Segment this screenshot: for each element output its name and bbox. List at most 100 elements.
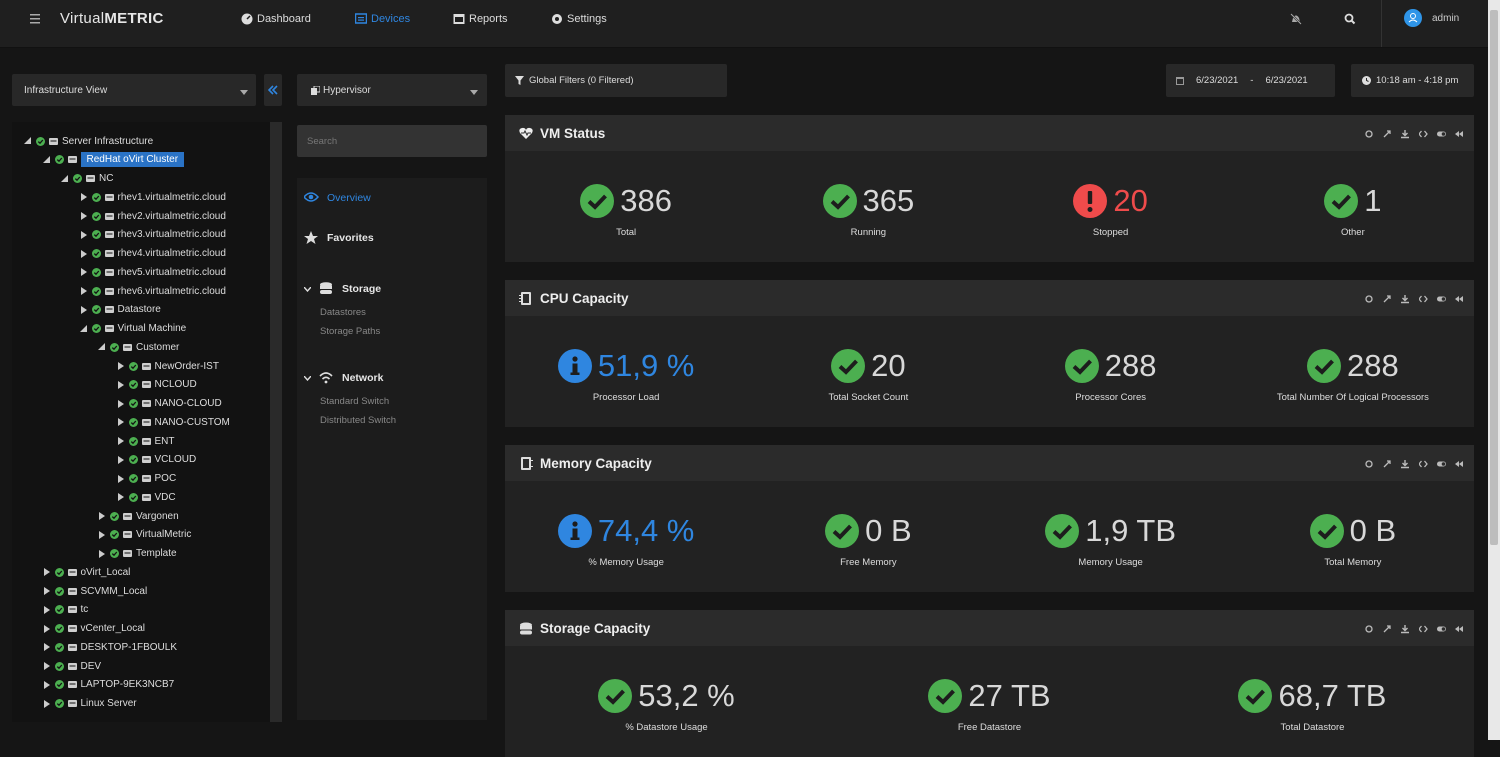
caret-down: [470, 90, 478, 95]
menu-subitem[interactable]: Distributed Switch: [320, 415, 397, 426]
widget-tool[interactable]: [1437, 127, 1446, 142]
tree-node[interactable]: ENT: [117, 433, 175, 449]
widget-tool[interactable]: [1365, 457, 1374, 472]
nav-item[interactable]: Settings: [551, 12, 607, 26]
widget-tool[interactable]: [1383, 622, 1392, 637]
widget-tool[interactable]: [1401, 127, 1410, 142]
menu-subitem[interactable]: Storage Paths: [320, 326, 381, 337]
tree-node[interactable]: Server Infrastructure: [24, 133, 153, 149]
hypervisor-select[interactable]: Hypervisor: [297, 74, 487, 106]
widget-tool[interactable]: [1401, 622, 1410, 637]
metric-value: 288: [1104, 348, 1157, 383]
avatar[interactable]: [1404, 9, 1422, 30]
time-range[interactable]: 10:18 am - 4:18 pm: [1351, 64, 1474, 97]
expander: [117, 493, 124, 502]
node-icon: [123, 531, 132, 539]
menu-item[interactable]: Favorites: [304, 231, 374, 245]
menu-item[interactable]: Storage: [304, 282, 381, 296]
tree-node[interactable]: NCLOUD: [117, 377, 197, 393]
widget-tool[interactable]: [1418, 457, 1428, 472]
metric: 68,7 TB Total Datastore: [1151, 646, 1474, 757]
tree-node[interactable]: NANO-CUSTOM: [117, 414, 230, 430]
tree-node[interactable]: DEV: [43, 658, 101, 674]
widget-tool[interactable]: [1455, 457, 1464, 472]
search-icon[interactable]: [1344, 13, 1356, 28]
widget-tool[interactable]: [1383, 457, 1392, 472]
node-icon: [141, 475, 151, 482]
widget-tool[interactable]: [1455, 292, 1464, 307]
widget-tool[interactable]: [1365, 127, 1374, 142]
menu-subitem[interactable]: Datastores: [320, 307, 366, 318]
tree-node[interactable]: rhev6.virtualmetric.cloud: [80, 283, 226, 299]
tree-node[interactable]: NC: [61, 171, 113, 187]
tree-node[interactable]: NewOrder-IST: [117, 358, 219, 374]
widget-tool[interactable]: [1418, 622, 1428, 637]
tree-node[interactable]: Vargonen: [98, 508, 179, 524]
widget-tool[interactable]: [1401, 292, 1410, 307]
expander: [43, 587, 50, 595]
tool-icon: [1365, 295, 1373, 303]
tree-node[interactable]: LAPTOP-9EK3NCB7: [43, 677, 174, 693]
tree-node[interactable]: rhev1.virtualmetric.cloud: [80, 189, 226, 205]
tree-node-label: Server Infrastructure: [62, 135, 154, 147]
widget-title: VM Status: [540, 125, 606, 141]
user-name[interactable]: admin: [1432, 13, 1460, 24]
widget-tool[interactable]: [1401, 457, 1410, 472]
widget-tool[interactable]: [1418, 292, 1428, 307]
widget-tool[interactable]: [1418, 127, 1428, 142]
status-ok: [128, 492, 138, 502]
notifications-icon[interactable]: [1290, 13, 1302, 28]
collapse-button[interactable]: [264, 74, 282, 106]
tree-node[interactable]: VirtualMetric: [98, 527, 191, 543]
node-icon: [104, 231, 114, 239]
tool-icon: [1401, 460, 1409, 469]
widget-tool[interactable]: [1437, 292, 1446, 307]
global-filters[interactable]: Global Filters (0 Filtered): [505, 64, 727, 97]
tree-node[interactable]: Virtual Machine: [79, 321, 186, 337]
tree-node[interactable]: NANO-CLOUD: [117, 396, 222, 412]
tree-node[interactable]: Template: [98, 546, 177, 562]
tree-node[interactable]: vCenter_Local: [43, 621, 145, 637]
tree-node[interactable]: Customer: [98, 339, 179, 355]
tree-node[interactable]: VDC: [117, 489, 176, 505]
tree-node[interactable]: rhev5.virtualmetric.cloud: [80, 264, 226, 280]
tree-node[interactable]: rhev4.virtualmetric.cloud: [80, 246, 226, 262]
widget-tool[interactable]: [1437, 622, 1446, 637]
menu-icon[interactable]: [30, 14, 42, 27]
widget-tool[interactable]: [1383, 292, 1392, 307]
nav-item[interactable]: Reports: [453, 12, 508, 26]
tree-node[interactable]: POC: [117, 471, 176, 487]
tree-node[interactable]: RedHat oVirt Cluster: [42, 152, 185, 168]
widget-tool[interactable]: [1365, 292, 1374, 307]
widget-tool[interactable]: [1365, 622, 1374, 637]
tree-node-label: SCVMM_Local: [80, 585, 148, 597]
tree-node[interactable]: DESKTOP-1FBOULK: [43, 639, 177, 655]
status-icon: [598, 679, 633, 713]
search-input[interactable]: Search: [297, 125, 487, 157]
widget-tool[interactable]: [1455, 622, 1464, 637]
expander: [99, 512, 105, 520]
menu-item[interactable]: Network: [304, 371, 383, 385]
tree-node[interactable]: VCLOUD: [117, 452, 196, 468]
tree-node[interactable]: rhev2.virtualmetric.cloud: [80, 208, 226, 224]
page-scroll-thumb[interactable]: [1490, 10, 1498, 545]
tree-node[interactable]: Linux Server: [43, 696, 137, 712]
expander: [98, 343, 105, 351]
tree-node[interactable]: rhev3.virtualmetric.cloud: [80, 227, 226, 243]
date-range[interactable]: 6/23/2021-6/23/2021: [1166, 64, 1335, 97]
widget-tool[interactable]: [1383, 127, 1392, 142]
view-select[interactable]: Infrastructure View: [12, 74, 256, 106]
menu-item[interactable]: Overview: [304, 191, 371, 205]
tree-node-label: RedHat oVirt Cluster: [80, 152, 185, 168]
tree-node[interactable]: Datastore: [80, 302, 161, 318]
metric-label: Memory Usage: [1078, 557, 1143, 568]
nav-item[interactable]: Dashboard: [241, 12, 311, 26]
nav-item[interactable]: Devices: [355, 12, 410, 26]
menu-subitem[interactable]: Standard Switch: [320, 396, 390, 407]
tree-node[interactable]: tc: [43, 602, 88, 618]
widget-tool[interactable]: [1437, 457, 1446, 472]
widget-tool[interactable]: [1455, 127, 1464, 142]
tree-node[interactable]: oVirt_Local: [43, 564, 130, 580]
brand-right: METRIC: [104, 10, 164, 27]
tree-node[interactable]: SCVMM_Local: [43, 583, 148, 599]
